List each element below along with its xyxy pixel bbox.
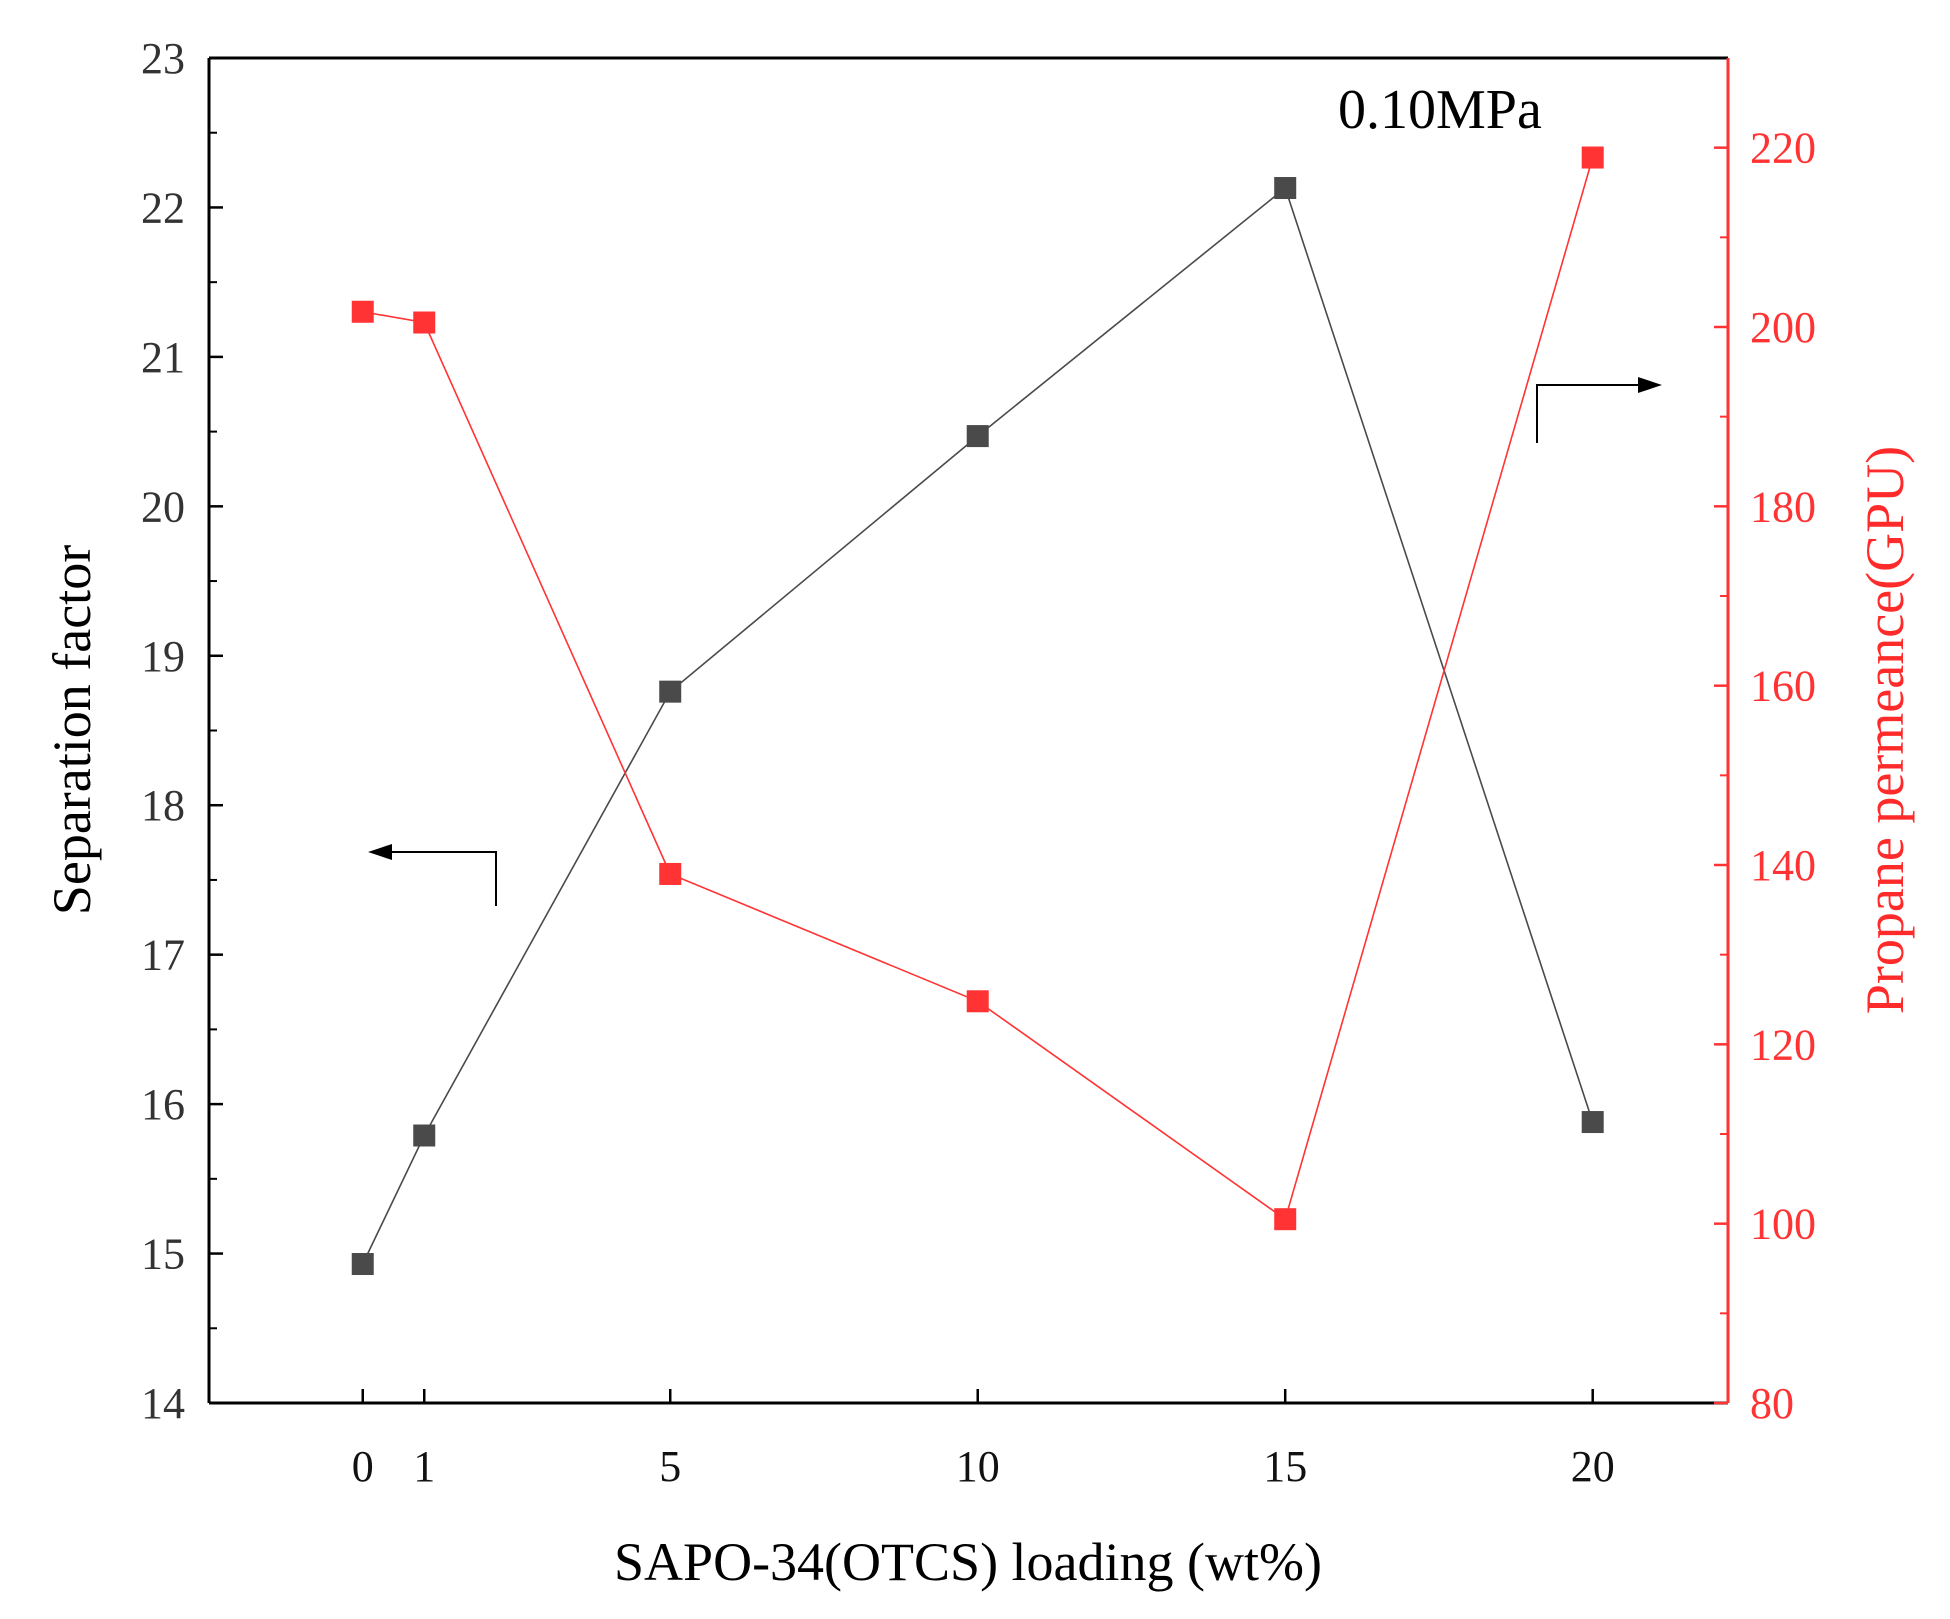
pressure-annotation: 0.10MPa xyxy=(1338,79,1542,141)
right-tick-label: 120 xyxy=(1750,1020,1816,1069)
series-layer xyxy=(351,146,1604,1276)
propane-permeance-point xyxy=(413,311,436,334)
right-tick-label: 220 xyxy=(1750,124,1816,173)
x-tick-label: 20 xyxy=(1571,1442,1615,1491)
right-axis-title: Propane permeance(GPU) xyxy=(1855,446,1915,1014)
propane-permeance-point xyxy=(659,862,682,885)
right-tick-label: 100 xyxy=(1750,1200,1816,1249)
separation-factor-point xyxy=(351,1253,374,1276)
left-axis-title: Separation factor xyxy=(42,545,102,915)
separation-factor-point xyxy=(659,680,682,703)
x-axis-ticks: 0 1 5 10 15 20 xyxy=(352,1389,1615,1491)
left-tick-label: 18 xyxy=(141,781,185,830)
separation-factor-point xyxy=(413,1124,436,1147)
x-axis-title: SAPO-34(OTCS) loading (wt%) xyxy=(614,1532,1322,1592)
series-line-propane-permeance xyxy=(362,157,1594,1221)
propane-permeance-point xyxy=(1581,146,1604,169)
x-tick-label: 15 xyxy=(1263,1442,1307,1491)
series-line-separation-factor xyxy=(362,186,1594,1265)
x-tick-label: 1 xyxy=(413,1442,435,1491)
left-tick-label: 17 xyxy=(141,931,185,980)
right-axis-indicator-arrow xyxy=(1536,377,1662,443)
left-tick-label: 16 xyxy=(141,1080,185,1129)
propane-permeance-point xyxy=(351,300,374,323)
right-tick-label: 180 xyxy=(1750,482,1816,531)
separation-factor-point xyxy=(966,425,989,448)
left-tick-label: 23 xyxy=(141,34,185,83)
propane-permeance-point xyxy=(1274,1208,1297,1231)
left-tick-label: 22 xyxy=(141,183,185,232)
right-tick-label: 200 xyxy=(1750,303,1816,352)
right-tick-label: 80 xyxy=(1750,1379,1794,1428)
left-tick-label: 21 xyxy=(141,333,185,382)
propane-permeance-point xyxy=(966,990,989,1013)
left-tick-label: 14 xyxy=(141,1379,185,1428)
left-tick-label: 15 xyxy=(141,1230,185,1279)
separation-factor-point xyxy=(1581,1111,1604,1134)
x-tick-label: 0 xyxy=(352,1442,374,1491)
separation-factor-point xyxy=(1274,177,1297,200)
right-tick-label: 140 xyxy=(1750,841,1816,890)
right-tick-label: 160 xyxy=(1750,662,1816,711)
left-axis-indicator-arrow xyxy=(368,844,497,906)
x-tick-label: 10 xyxy=(956,1442,1000,1491)
left-tick-label: 20 xyxy=(141,482,185,531)
left-axis-ticks: 14 15 16 17 18 19 20 21 22 23 xyxy=(141,34,223,1428)
x-tick-label: 5 xyxy=(659,1442,681,1491)
left-tick-label: 19 xyxy=(141,632,185,681)
right-axis-ticks: 80 100 120 140 160 180 200 220 xyxy=(1714,124,1816,1428)
